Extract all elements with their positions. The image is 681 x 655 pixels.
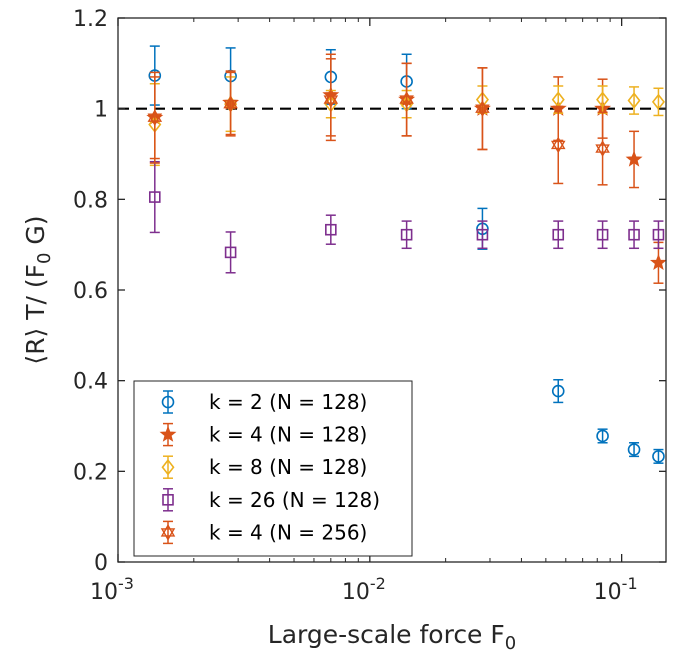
- error-bar: [477, 67, 488, 151]
- legend-marker: [161, 458, 175, 476]
- error-bar: [225, 231, 236, 274]
- x-axis-label: Large-scale force F0: [268, 620, 516, 654]
- data-point: [627, 92, 641, 109]
- data-point: [649, 253, 667, 271]
- legend-marker: [161, 395, 175, 409]
- error-bar: [597, 111, 608, 186]
- legend: k = 2 (N = 128) k = 4 (N = 128) k = 8 (N =…: [133, 380, 413, 557]
- legend-label: k = 8 (N = 128): [209, 455, 367, 479]
- error-bar: [629, 442, 640, 458]
- y-tick-label: 1.2: [73, 7, 108, 32]
- data-point: [147, 109, 163, 127]
- error-bar: [553, 220, 564, 250]
- data-point-down: [223, 99, 238, 113]
- data-point: [552, 228, 565, 241]
- plot-area: [118, 45, 667, 464]
- data-point-up: [147, 109, 163, 122]
- error-bar: [477, 220, 488, 250]
- legend-marker-error-bar: [163, 390, 173, 414]
- legend-marker: [160, 523, 176, 541]
- data-point: [325, 223, 337, 236]
- data-point-up: [223, 95, 238, 109]
- data-point-up: [475, 100, 490, 113]
- y-tick-label: 0.8: [73, 188, 108, 213]
- data-point: [475, 100, 490, 118]
- data-point: [224, 246, 237, 259]
- legend-label: k = 4 (N = 256): [209, 520, 367, 544]
- legend-label: k = 26 (N = 128): [209, 488, 380, 512]
- error-bar: [653, 87, 664, 117]
- legend-marker: [162, 493, 174, 506]
- y-axis-label: ⟨R⟩ T/ (F0 G): [21, 215, 55, 364]
- data-point: [652, 450, 665, 463]
- data-point-down: [399, 95, 414, 108]
- y-tick-label: 1: [94, 98, 108, 123]
- y-tick-label: 0.2: [73, 460, 108, 485]
- data-point: [550, 136, 566, 154]
- data-point: [625, 150, 643, 167]
- data-point: [400, 228, 413, 241]
- error-bar: [553, 379, 564, 404]
- data-point-down: [550, 140, 566, 154]
- data-point: [476, 228, 489, 241]
- error-bar: [597, 220, 608, 250]
- y-tick-label: 0.6: [73, 279, 108, 304]
- error-bar: [401, 62, 412, 137]
- x-tick-label: 10-2: [342, 574, 386, 605]
- y-tick-label: 0: [94, 551, 108, 576]
- data-point-down: [147, 113, 163, 127]
- data-point: [148, 191, 161, 203]
- error-bar: [653, 448, 664, 464]
- error-bar: [597, 428, 608, 444]
- data-point: [627, 443, 641, 456]
- legend-label: k = 4 (N = 128): [209, 423, 367, 447]
- legend-label: k = 2 (N = 128): [209, 390, 367, 414]
- data-point: [551, 384, 565, 398]
- error-bar: [149, 71, 160, 164]
- error-bar: [325, 214, 336, 245]
- data-point: [651, 93, 665, 111]
- legend-marker-down: [160, 528, 176, 541]
- y-tick-label: 0.4: [73, 370, 108, 395]
- error-bar: [401, 220, 412, 250]
- data-point-down: [595, 144, 610, 157]
- x-tick-label: 10-3: [90, 574, 134, 605]
- legend-marker-error-bar: [163, 488, 173, 512]
- data-point: [596, 91, 610, 108]
- data-point-down: [323, 95, 339, 109]
- error-bar: [225, 71, 236, 137]
- data-point-up: [399, 91, 414, 104]
- data-point-up: [595, 140, 610, 153]
- legend-box: [133, 380, 413, 557]
- series-5: [147, 58, 610, 186]
- legend-marker: [159, 425, 177, 442]
- data-point-down: [475, 104, 490, 118]
- error-bar: [629, 86, 640, 115]
- error-bar: [553, 105, 564, 185]
- error-bar: [653, 220, 664, 250]
- data-point-up: [323, 91, 339, 104]
- data-point: [223, 95, 238, 113]
- data-point: [596, 228, 609, 241]
- x-tick-label: 10-1: [594, 574, 638, 605]
- data-point: [652, 228, 665, 241]
- error-bar: [629, 220, 640, 250]
- axes: 0 0.2 0.4 0.6 0.8 1 1.2 10-3 10-2 10-1 Large-scale…: [21, 7, 667, 654]
- legend-marker-up: [160, 523, 176, 537]
- error-bar: [325, 58, 336, 142]
- data-point-up: [550, 136, 566, 150]
- data-point: [596, 429, 609, 443]
- data-point: [399, 91, 414, 108]
- data-point: [323, 91, 339, 109]
- data-point: [595, 140, 610, 157]
- data-point: [628, 228, 640, 241]
